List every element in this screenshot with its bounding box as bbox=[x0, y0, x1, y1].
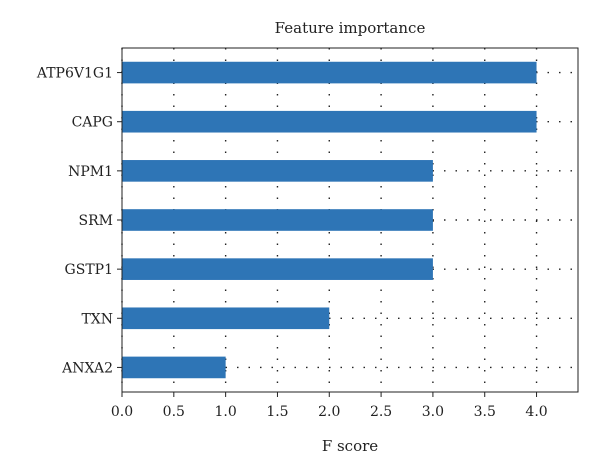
y-category-label-gstp1: GSTP1 bbox=[65, 262, 113, 278]
x-tick-label-2: 1.0 bbox=[215, 404, 237, 420]
x-axis-ticks: 0.0 0.5 1.0 1.5 2.0 2.5 3.0 3.5 4.0 bbox=[111, 392, 548, 420]
y-category-label-npm1: NPM1 bbox=[68, 164, 113, 180]
y-category-label-srm: SRM bbox=[79, 213, 113, 229]
x-tick-label-1: 0.5 bbox=[163, 404, 185, 420]
chart-title: Feature importance bbox=[275, 19, 426, 37]
x-tick-label-0: 0.0 bbox=[111, 404, 133, 420]
bars bbox=[122, 61, 537, 379]
x-tick-label-3: 1.5 bbox=[266, 404, 288, 420]
x-tick-label-7: 3.5 bbox=[474, 404, 496, 420]
y-category-label-txn: TXN bbox=[81, 311, 113, 327]
y-axis-categories: ATP6V1G1 CAPG NPM1 SRM GSTP1 TXN ANXA2 bbox=[36, 66, 122, 376]
bar-gstp1 bbox=[122, 258, 433, 280]
bar-atp6v1g1 bbox=[122, 61, 537, 84]
y-category-label-anxa2: ANXA2 bbox=[61, 360, 113, 376]
x-axis-label: F score bbox=[322, 437, 378, 455]
bar-txn bbox=[122, 307, 330, 330]
y-category-label-capg: CAPG bbox=[72, 115, 113, 131]
bar-srm bbox=[122, 209, 433, 231]
bar-anxa2 bbox=[122, 356, 226, 379]
y-category-label-atp6v1g1: ATP6V1G1 bbox=[36, 66, 113, 82]
bar-capg bbox=[122, 110, 537, 133]
x-tick-label-5: 2.5 bbox=[370, 404, 392, 420]
x-tick-label-8: 4.0 bbox=[525, 404, 547, 420]
x-tick-label-4: 2.0 bbox=[318, 404, 340, 420]
x-tick-label-6: 3.0 bbox=[422, 404, 444, 420]
bar-npm1 bbox=[122, 160, 433, 182]
